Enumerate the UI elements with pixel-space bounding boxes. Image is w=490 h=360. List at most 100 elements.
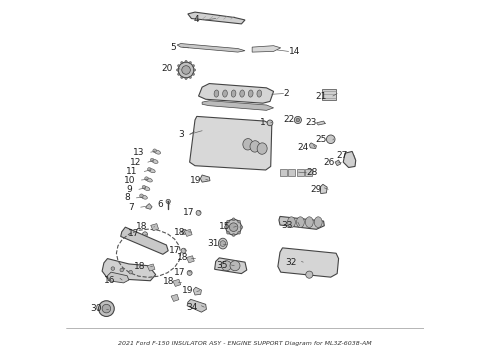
Polygon shape — [102, 258, 156, 281]
Ellipse shape — [288, 217, 295, 228]
Ellipse shape — [154, 150, 161, 154]
Circle shape — [232, 218, 235, 221]
Circle shape — [181, 248, 186, 253]
Polygon shape — [202, 101, 273, 111]
Text: 19: 19 — [182, 286, 193, 295]
Circle shape — [294, 116, 301, 123]
Circle shape — [166, 199, 171, 203]
Text: 22: 22 — [283, 116, 294, 125]
Text: 2021 Ford F-150 INSULATOR ASY - ENGINE SUPPORT Diagram for ML3Z-6038-AM: 2021 Ford F-150 INSULATOR ASY - ENGINE S… — [118, 341, 372, 346]
Circle shape — [111, 267, 115, 270]
Text: 21: 21 — [315, 91, 326, 100]
Circle shape — [326, 135, 335, 144]
Text: 31: 31 — [208, 239, 220, 248]
Circle shape — [238, 220, 241, 223]
Ellipse shape — [146, 178, 152, 182]
Text: 14: 14 — [289, 47, 300, 56]
Text: 8: 8 — [124, 193, 130, 202]
Circle shape — [306, 271, 313, 278]
Text: 10: 10 — [123, 176, 135, 185]
Bar — [280, 169, 287, 176]
Circle shape — [143, 232, 147, 237]
Ellipse shape — [305, 217, 313, 228]
Circle shape — [182, 66, 190, 74]
Circle shape — [220, 241, 226, 247]
Polygon shape — [343, 152, 356, 167]
Text: 32: 32 — [285, 258, 297, 267]
Ellipse shape — [231, 90, 236, 97]
Text: 17: 17 — [169, 246, 180, 255]
Circle shape — [129, 270, 132, 274]
Text: 33: 33 — [282, 221, 293, 230]
Text: 7: 7 — [128, 203, 134, 212]
Polygon shape — [146, 203, 152, 209]
Text: 15: 15 — [219, 222, 230, 231]
Text: 25: 25 — [315, 135, 326, 144]
Circle shape — [193, 73, 195, 75]
Circle shape — [145, 177, 148, 180]
Circle shape — [181, 62, 183, 64]
Circle shape — [120, 268, 123, 272]
Circle shape — [177, 64, 180, 67]
Polygon shape — [184, 229, 192, 237]
Text: 11: 11 — [126, 167, 138, 176]
Bar — [296, 169, 304, 176]
Polygon shape — [121, 227, 168, 254]
Circle shape — [185, 60, 187, 63]
Text: 18: 18 — [136, 222, 148, 231]
Circle shape — [189, 62, 192, 64]
Polygon shape — [335, 160, 341, 166]
Text: 3: 3 — [178, 130, 184, 139]
Polygon shape — [107, 272, 129, 283]
Circle shape — [178, 62, 194, 78]
Text: 12: 12 — [130, 158, 142, 167]
Circle shape — [147, 167, 151, 171]
Text: 1: 1 — [260, 118, 266, 127]
Circle shape — [226, 231, 229, 234]
Polygon shape — [317, 121, 325, 125]
Circle shape — [221, 261, 231, 271]
Circle shape — [196, 210, 201, 215]
Text: 9: 9 — [127, 185, 132, 194]
Circle shape — [181, 76, 183, 78]
Circle shape — [98, 301, 114, 316]
Text: 35: 35 — [217, 261, 228, 270]
Circle shape — [229, 223, 238, 231]
Ellipse shape — [248, 90, 253, 97]
Ellipse shape — [243, 139, 253, 150]
Polygon shape — [320, 184, 327, 194]
Polygon shape — [215, 258, 247, 274]
Circle shape — [187, 270, 192, 275]
Ellipse shape — [222, 90, 227, 97]
Text: 23: 23 — [306, 118, 317, 127]
Text: 4: 4 — [194, 15, 199, 24]
Ellipse shape — [149, 169, 155, 173]
Ellipse shape — [219, 238, 227, 249]
Bar — [288, 169, 295, 176]
Circle shape — [189, 76, 192, 78]
Text: 17: 17 — [183, 208, 194, 217]
Text: 17: 17 — [173, 268, 185, 277]
Polygon shape — [186, 256, 194, 263]
Ellipse shape — [152, 159, 158, 163]
Circle shape — [153, 149, 156, 153]
Ellipse shape — [257, 143, 267, 154]
Polygon shape — [193, 287, 201, 295]
Ellipse shape — [314, 217, 322, 228]
Text: 16: 16 — [104, 275, 116, 284]
Circle shape — [194, 69, 196, 71]
Circle shape — [232, 234, 235, 237]
Text: 24: 24 — [297, 143, 309, 152]
Polygon shape — [151, 224, 159, 231]
Circle shape — [140, 194, 143, 198]
Text: 26: 26 — [323, 158, 335, 167]
Circle shape — [142, 185, 146, 189]
Text: 34: 34 — [187, 303, 198, 312]
Circle shape — [230, 261, 240, 271]
Polygon shape — [171, 294, 179, 301]
Circle shape — [226, 219, 242, 235]
Ellipse shape — [250, 141, 260, 152]
Text: 13: 13 — [133, 148, 144, 157]
Ellipse shape — [296, 217, 304, 228]
Circle shape — [177, 73, 180, 75]
